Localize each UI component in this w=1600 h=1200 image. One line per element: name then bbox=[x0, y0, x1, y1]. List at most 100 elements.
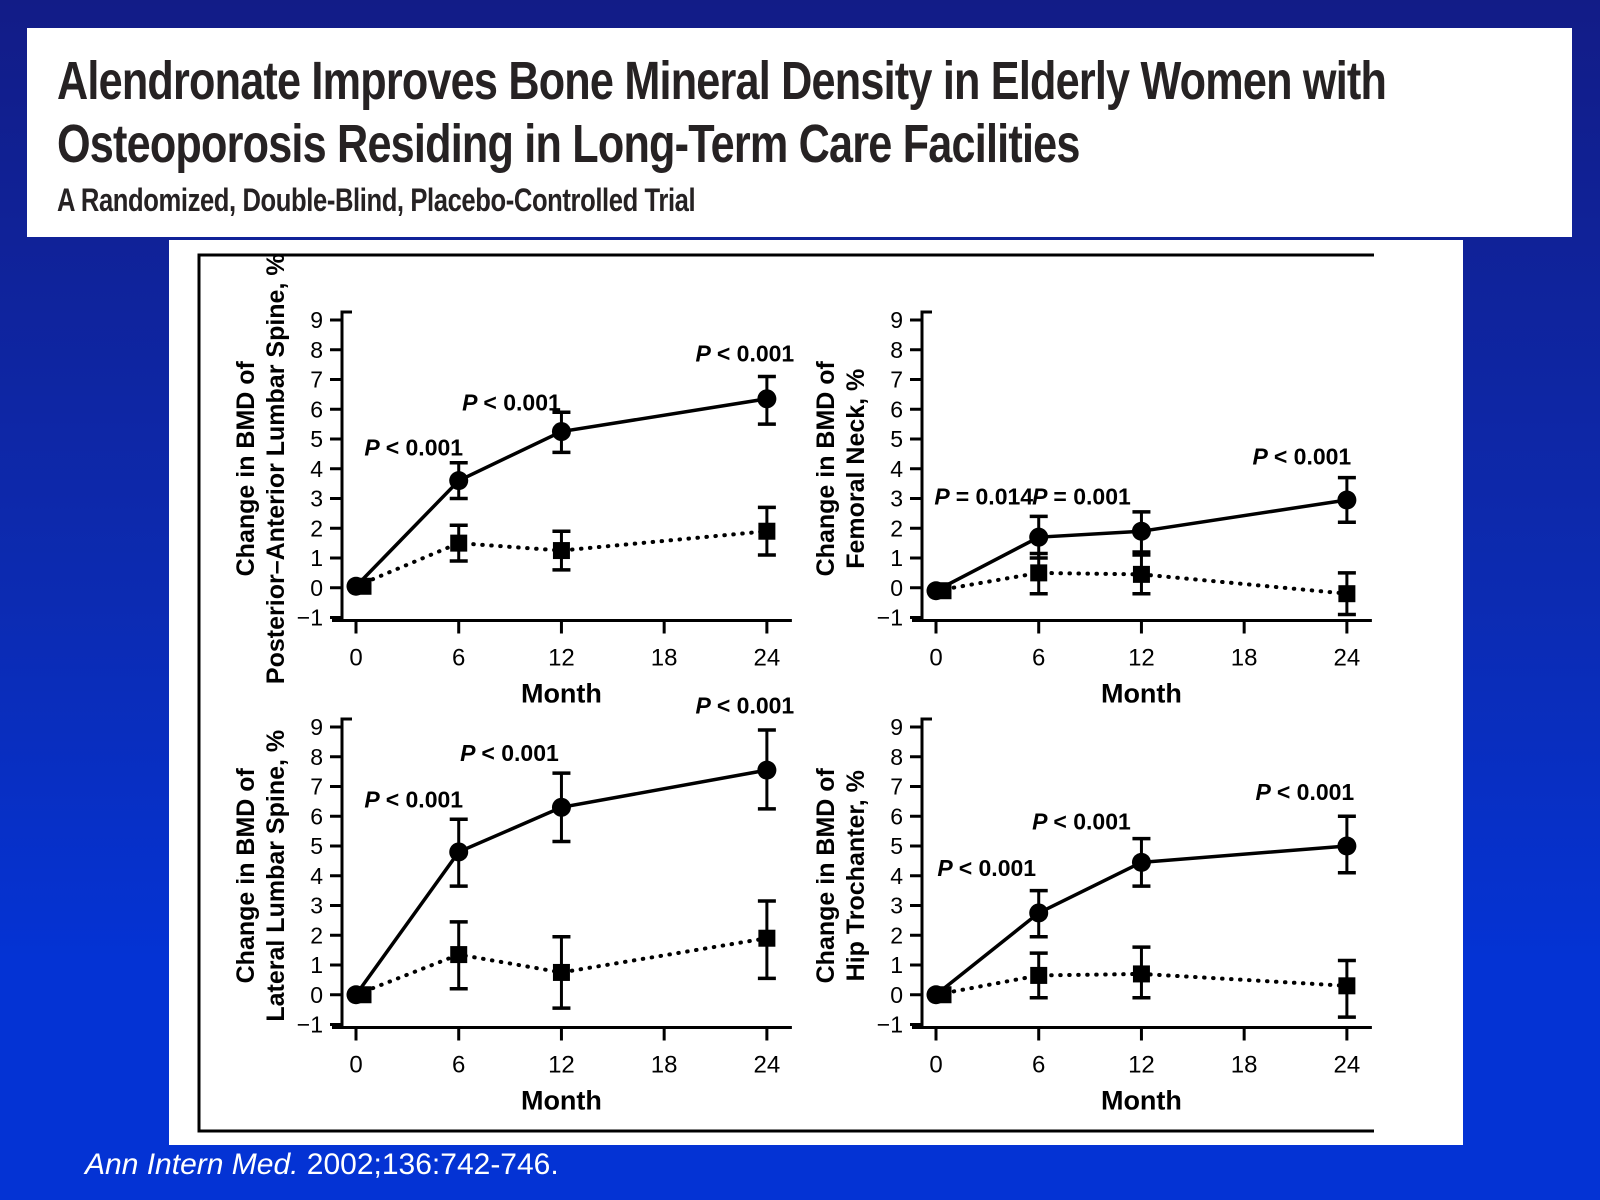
svg-text:−1: −1 bbox=[877, 1012, 903, 1038]
svg-text:0: 0 bbox=[890, 575, 903, 601]
x-axis-label: Month bbox=[521, 1086, 602, 1116]
marker-circle bbox=[1131, 521, 1151, 541]
p-value-annotation: P < 0.001 bbox=[364, 786, 463, 812]
svg-text:5: 5 bbox=[890, 833, 903, 859]
svg-text:0: 0 bbox=[349, 1052, 362, 1079]
svg-text:0: 0 bbox=[929, 1052, 942, 1079]
svg-text:5: 5 bbox=[310, 426, 323, 452]
marker-circle bbox=[551, 422, 571, 442]
marker-square bbox=[552, 963, 570, 981]
marker-square bbox=[758, 929, 776, 947]
figure-panel: −1 0 1 2 3 4 5 6 7 8 9 0 6 12 18 24 Month Change in BMD o… bbox=[169, 240, 1463, 1145]
x-ticks: 0 6 12 18 24 bbox=[349, 1027, 781, 1079]
series-line-dotted bbox=[934, 570, 1349, 596]
marker-circle bbox=[1337, 836, 1357, 856]
marker-square bbox=[934, 986, 952, 1004]
y-axis bbox=[920, 310, 932, 621]
series-placebo bbox=[934, 945, 1356, 1019]
svg-text:18: 18 bbox=[1231, 645, 1258, 672]
marker-square bbox=[450, 534, 468, 552]
marker-square bbox=[758, 522, 776, 540]
marker-circle bbox=[1029, 903, 1049, 923]
svg-text:1: 1 bbox=[890, 952, 903, 978]
citation: Ann Intern Med. 2002;136:742-746. bbox=[85, 1148, 559, 1182]
svg-text:0: 0 bbox=[349, 645, 362, 672]
series-line-dotted bbox=[354, 529, 769, 589]
marker-square bbox=[354, 577, 372, 595]
marker-circle bbox=[1337, 490, 1357, 510]
svg-text:18: 18 bbox=[651, 1052, 678, 1079]
svg-text:0: 0 bbox=[929, 645, 942, 672]
svg-text:4: 4 bbox=[890, 863, 903, 889]
slide-subtitle: A Randomized, Double-Blind, Placebo-Cont… bbox=[57, 182, 696, 219]
svg-text:6: 6 bbox=[310, 396, 323, 422]
marker-square bbox=[934, 582, 952, 600]
svg-text:4: 4 bbox=[310, 456, 323, 482]
x-ticks: 0 6 12 18 24 bbox=[929, 1027, 1360, 1079]
svg-text:0: 0 bbox=[310, 982, 323, 1008]
marker-circle bbox=[757, 389, 777, 409]
y-axis-label-line2: Lateral Lumbar Spine, % bbox=[262, 730, 290, 1022]
marker-square bbox=[1030, 564, 1048, 582]
svg-text:8: 8 bbox=[310, 337, 323, 363]
svg-text:6: 6 bbox=[1032, 645, 1045, 672]
p-value-annotation: P < 0.001 bbox=[1256, 779, 1355, 805]
marker-circle bbox=[1131, 852, 1151, 872]
svg-text:−1: −1 bbox=[297, 605, 323, 631]
svg-text:12: 12 bbox=[548, 645, 575, 672]
marker-circle bbox=[757, 760, 777, 780]
svg-text:5: 5 bbox=[890, 426, 903, 452]
y-axis-label-line1: Change in BMD of bbox=[812, 767, 840, 983]
marker-circle bbox=[551, 797, 571, 817]
svg-text:18: 18 bbox=[1231, 1052, 1258, 1079]
y-ticks: −1 0 1 2 3 4 5 6 7 8 9 bbox=[297, 714, 342, 1038]
svg-text:−1: −1 bbox=[297, 1012, 323, 1038]
citation-journal: Ann Intern Med. bbox=[85, 1148, 299, 1181]
p-value-annotation: P < 0.001 bbox=[364, 434, 463, 460]
figure-border bbox=[197, 253, 1374, 1133]
svg-text:24: 24 bbox=[754, 1052, 781, 1079]
svg-text:9: 9 bbox=[890, 307, 903, 333]
svg-text:6: 6 bbox=[310, 803, 323, 829]
svg-text:9: 9 bbox=[310, 307, 323, 333]
svg-text:24: 24 bbox=[1334, 645, 1361, 672]
y-axis-label-line2: Posterior–Anterior Lumbar Spine, % bbox=[262, 253, 290, 684]
marker-circle bbox=[449, 842, 469, 862]
p-value-annotation: P < 0.001 bbox=[462, 390, 561, 416]
svg-text:5: 5 bbox=[310, 833, 323, 859]
title-text-block: Alendronate Improves Bone Mineral Densit… bbox=[57, 50, 1600, 219]
marker-square bbox=[354, 986, 372, 1004]
svg-text:6: 6 bbox=[890, 396, 903, 422]
p-value-annotation: P = 0.014 bbox=[934, 483, 1033, 509]
p-value-annotation: P < 0.001 bbox=[1253, 443, 1352, 469]
marker-square bbox=[450, 946, 468, 964]
y-axis-label-line1: Change in BMD of bbox=[232, 767, 260, 983]
svg-text:9: 9 bbox=[310, 714, 323, 740]
svg-text:3: 3 bbox=[310, 893, 323, 919]
series-placebo bbox=[354, 505, 776, 595]
y-axis-label-line2: Hip Trochanter, % bbox=[842, 770, 870, 981]
svg-text:3: 3 bbox=[310, 486, 323, 512]
svg-text:8: 8 bbox=[890, 744, 903, 770]
svg-text:24: 24 bbox=[754, 645, 781, 672]
p-value-annotation: P < 0.001 bbox=[1032, 809, 1131, 835]
marker-square bbox=[552, 542, 570, 560]
svg-text:6: 6 bbox=[890, 803, 903, 829]
svg-text:8: 8 bbox=[890, 337, 903, 363]
svg-text:2: 2 bbox=[310, 515, 323, 541]
x-axis-label: Month bbox=[1101, 1086, 1182, 1116]
x-ticks: 0 6 12 18 24 bbox=[349, 620, 781, 672]
marker-square bbox=[1338, 977, 1356, 995]
svg-text:6: 6 bbox=[452, 1052, 465, 1079]
series-placebo bbox=[934, 551, 1356, 617]
svg-text:7: 7 bbox=[310, 367, 323, 393]
svg-text:0: 0 bbox=[310, 575, 323, 601]
x-axis-label: Month bbox=[521, 679, 602, 709]
svg-text:12: 12 bbox=[548, 1052, 575, 1079]
slide-title-line2: Osteoporosis Residing in Long-Term Care … bbox=[57, 114, 1080, 175]
